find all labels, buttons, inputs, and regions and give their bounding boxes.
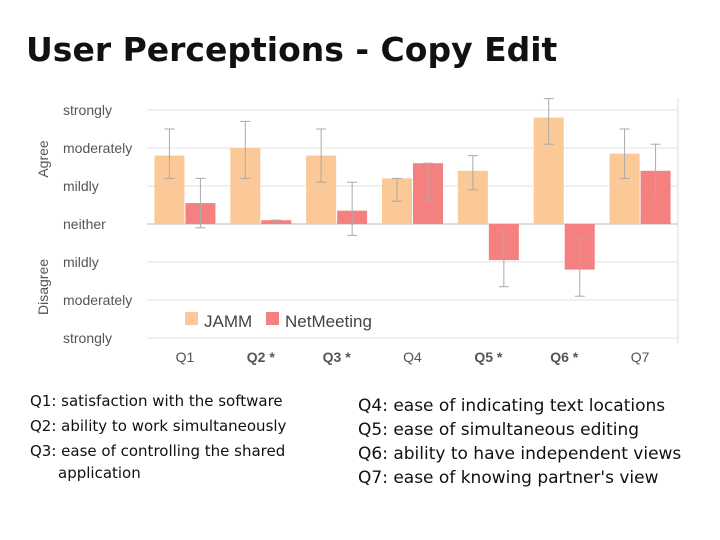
legend-label-jamm: JAMM — [204, 312, 252, 331]
note-q3: Q3: ease of controlling the shared appli… — [30, 442, 286, 482]
x-tick-label-1: Q2 * — [247, 349, 276, 365]
note-q7: Q7: ease of knowing partner's view — [358, 468, 659, 488]
legend-swatch-jamm — [185, 312, 198, 325]
y-tick-label-1: moderately — [63, 140, 132, 156]
y-tick-label-3: neither — [63, 216, 106, 232]
question-notes-right: Q4: ease of indicating text locations Q5… — [358, 394, 718, 490]
y-tick-label-2: mildly — [63, 178, 99, 194]
y-tick-label-0: strongly — [63, 102, 112, 118]
note-q1: Q1: satisfaction with the software — [30, 392, 283, 410]
y-tick-label-5: moderately — [63, 292, 132, 308]
x-tick-label-5: Q6 * — [550, 349, 579, 365]
question-notes-left: Q1: satisfaction with the software Q2: a… — [30, 390, 330, 487]
y-tick-label-4: mildly — [63, 254, 99, 270]
legend-label-netmeeting: NetMeeting — [285, 312, 372, 331]
y-group-label-agree: Agree — [35, 140, 51, 178]
legend-swatch-netmeeting — [266, 312, 279, 325]
slide-title: User Perceptions - Copy Edit — [26, 30, 558, 69]
x-tick-label-2: Q3 * — [323, 349, 352, 365]
note-q4: Q4: ease of indicating text locations — [358, 396, 666, 416]
x-tick-label-4: Q5 * — [474, 349, 503, 365]
y-tick-label-6: strongly — [63, 330, 112, 346]
x-tick-label-0: Q1 — [176, 349, 195, 365]
bar-netmeeting-1 — [261, 220, 292, 224]
y-group-label-disagree: Disagree — [35, 259, 51, 315]
note-q2: Q2: ability to work simultaneously — [30, 417, 287, 435]
note-q5: Q5: ease of simultaneous editing — [358, 420, 640, 440]
note-q6: Q6: ability to have independent views — [358, 444, 682, 464]
x-tick-label-3: Q4 — [403, 349, 422, 365]
x-tick-label-6: Q7 — [631, 349, 650, 365]
